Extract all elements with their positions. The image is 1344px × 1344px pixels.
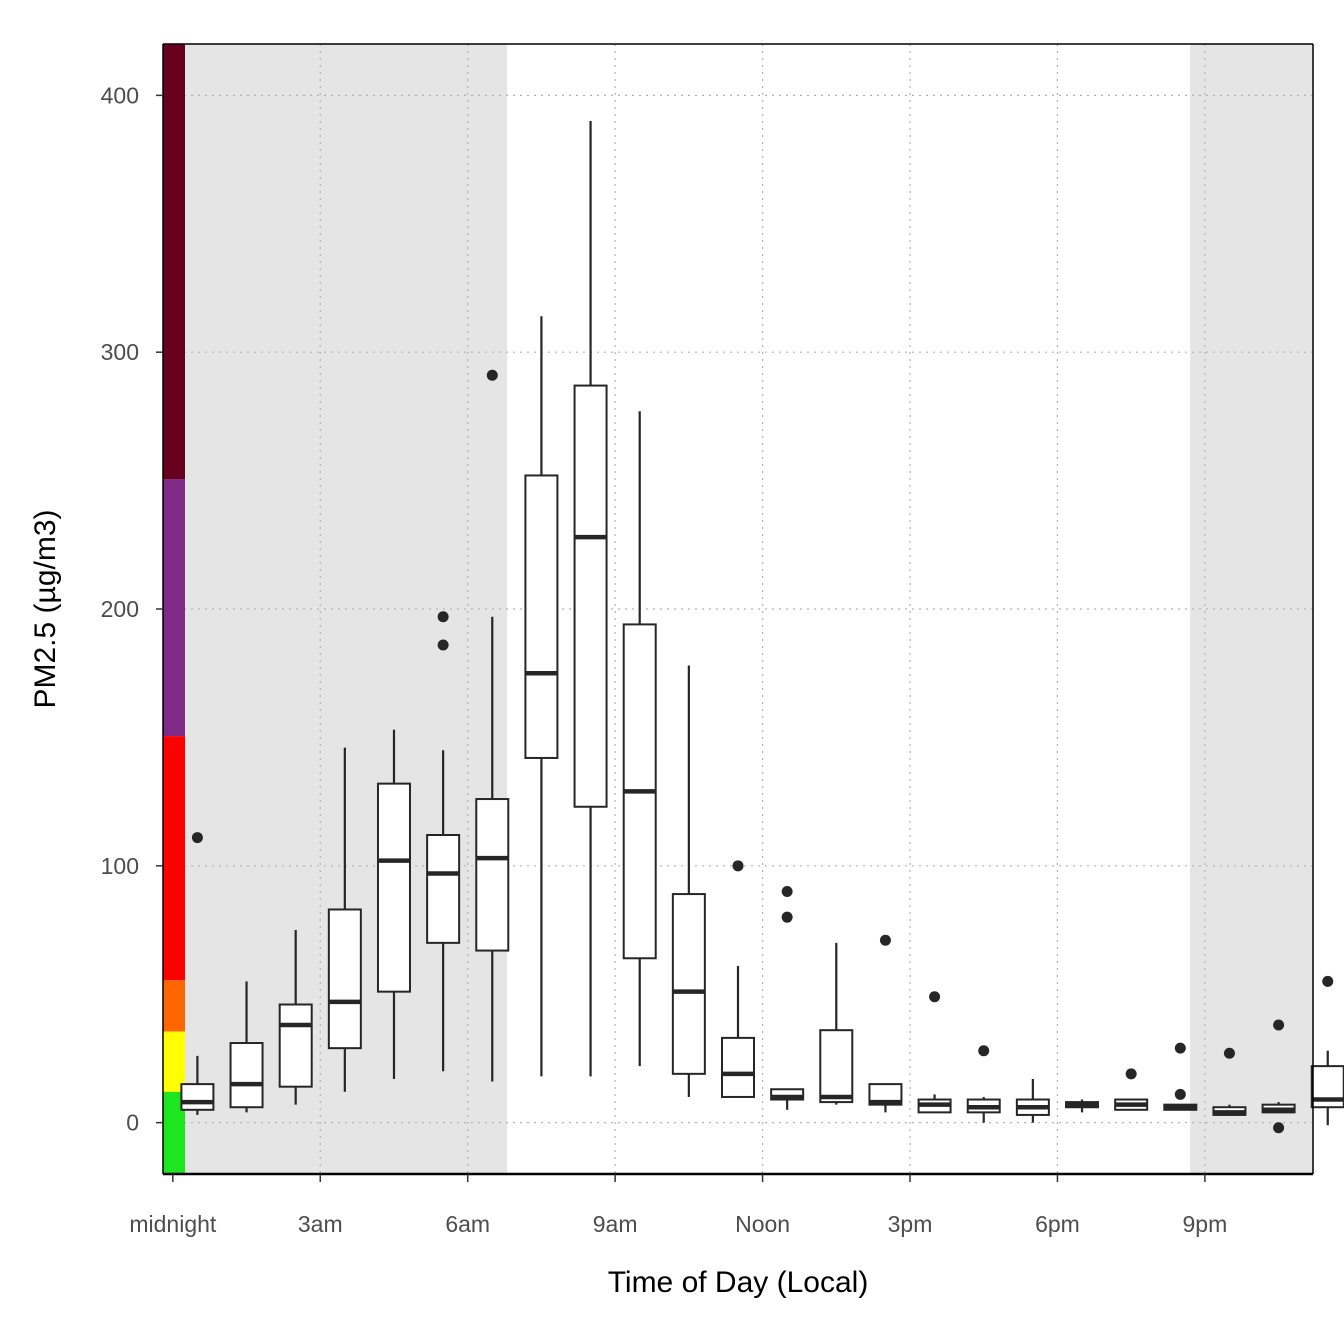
aqi-band-1 bbox=[163, 1031, 185, 1092]
box-body bbox=[721, 1036, 755, 1098]
box-hour-22.5 bbox=[1261, 1019, 1296, 1134]
outlier-point bbox=[781, 886, 793, 897]
outlier-point bbox=[1174, 1042, 1186, 1054]
y-tick-label: 400 bbox=[101, 82, 139, 108]
x-tick-label: Noon bbox=[735, 1211, 790, 1237]
box-hour-8.5 bbox=[573, 121, 608, 1077]
outlier-point bbox=[1174, 1088, 1186, 1100]
box-hour-20.5 bbox=[1163, 1042, 1198, 1111]
outlier-point bbox=[1125, 1068, 1137, 1080]
box-hour-7.5 bbox=[524, 316, 559, 1077]
box-body bbox=[475, 798, 510, 952]
x-tick-label: 6am bbox=[445, 1211, 490, 1237]
x-tick-label: midnight bbox=[129, 1211, 217, 1237]
box-body bbox=[868, 1083, 903, 1106]
box-hour-16.5 bbox=[966, 1045, 1001, 1123]
box-hour-1.5 bbox=[229, 981, 264, 1113]
box-hour-15.5 bbox=[917, 991, 952, 1114]
aqi-band-2 bbox=[163, 980, 185, 1032]
x-tick-label: 9pm bbox=[1183, 1211, 1228, 1237]
outlier-point bbox=[978, 1045, 990, 1057]
box-hour-9.5 bbox=[622, 411, 657, 1067]
box-hour-18.5 bbox=[1065, 1099, 1100, 1113]
box-body bbox=[819, 1029, 854, 1104]
aqi-band-3 bbox=[163, 736, 185, 981]
box-body bbox=[524, 474, 559, 759]
box-body bbox=[376, 782, 411, 993]
box-body bbox=[671, 893, 706, 1075]
box-body bbox=[573, 384, 608, 808]
box-hour-4.5 bbox=[376, 729, 411, 1079]
box-hour-2.5 bbox=[278, 930, 313, 1105]
y-tick-label: 0 bbox=[126, 1110, 139, 1136]
aqi-color-bar bbox=[163, 44, 185, 1174]
y-tick-label: 300 bbox=[101, 339, 139, 365]
x-tick-label: 9am bbox=[593, 1211, 638, 1237]
box-hour-10.5 bbox=[671, 665, 706, 1097]
tick-labels-layer: 0 100 200 300 400 midnight 3am 6am 9am Noon 3pm 6pm… bbox=[101, 82, 1228, 1237]
outlier-point bbox=[1223, 1047, 1235, 1059]
box-hour-21.5 bbox=[1212, 1047, 1247, 1116]
x-axis-title: Time of Day (Local) bbox=[608, 1266, 869, 1299]
box-hour-3.5 bbox=[327, 747, 362, 1092]
box-hour-6.5 bbox=[475, 369, 510, 1082]
box-hour-11.5 bbox=[721, 860, 755, 1098]
box-hour-19.5 bbox=[1114, 1068, 1149, 1111]
outlier-point bbox=[879, 934, 891, 946]
outlier-point bbox=[732, 860, 744, 872]
aqi-band-0 bbox=[163, 1091, 185, 1174]
boxes-layer bbox=[180, 121, 1344, 1134]
outlier-point bbox=[929, 991, 941, 1003]
box-hour-14.5 bbox=[868, 934, 903, 1113]
outlier-point bbox=[191, 832, 203, 844]
x-tick-label: 6pm bbox=[1035, 1211, 1080, 1237]
box-body bbox=[180, 1083, 215, 1111]
outlier-point bbox=[437, 639, 449, 651]
y-tick-label: 200 bbox=[101, 596, 139, 622]
box-body bbox=[426, 834, 461, 944]
outlier-point bbox=[1322, 975, 1334, 987]
outlier-point bbox=[1273, 1019, 1285, 1031]
outlier-point bbox=[781, 911, 793, 923]
box-body bbox=[229, 1042, 264, 1109]
box-body bbox=[278, 1003, 313, 1088]
x-tick-label: 3am bbox=[298, 1211, 343, 1237]
box-hour-17.5 bbox=[1015, 1078, 1050, 1123]
axes-layer bbox=[156, 43, 1314, 1182]
outlier-point bbox=[1273, 1122, 1285, 1134]
aqi-band-5 bbox=[163, 44, 185, 480]
aqi-band-4 bbox=[163, 479, 185, 737]
box-hour-5.5 bbox=[426, 611, 461, 1072]
outlier-point bbox=[437, 611, 449, 623]
box-body bbox=[327, 908, 362, 1050]
box-hour-13.5 bbox=[819, 942, 854, 1105]
y-axis-title: PM2.5 (µg/m3) bbox=[29, 510, 62, 709]
outlier-point bbox=[486, 369, 498, 381]
night-shading-1 bbox=[1190, 44, 1313, 1174]
y-tick-label: 100 bbox=[101, 853, 139, 879]
x-tick-label: 3pm bbox=[888, 1211, 933, 1237]
box-hour-12.5 bbox=[770, 886, 805, 1110]
box-hour-0.5 bbox=[180, 832, 215, 1115]
box-body bbox=[770, 1088, 805, 1101]
box-hour-23.5 bbox=[1310, 975, 1344, 1126]
